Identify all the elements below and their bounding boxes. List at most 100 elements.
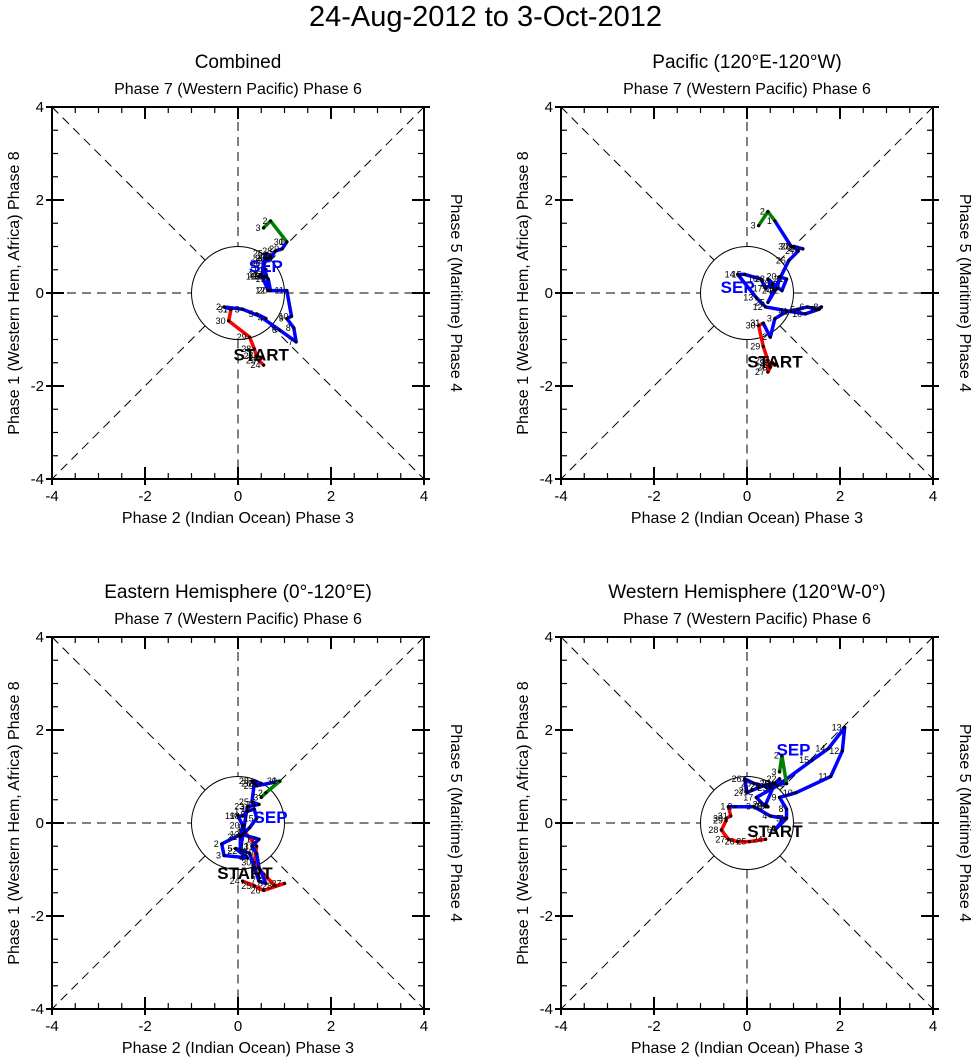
day-label: 28 [739,785,749,795]
day-label: 17 [248,269,258,279]
data-point [257,358,261,363]
data-point [819,305,824,309]
data-point [268,289,273,293]
y-tick-label: -2 [31,908,44,925]
day-label: 28 [239,776,249,786]
y-tick-label: -4 [31,1001,44,1018]
day-label: 25 [239,797,249,807]
day-label: 1 [767,216,772,226]
day-label: 10 [783,788,793,798]
data-point [815,307,819,311]
day-label: 10 [278,311,288,321]
y-tick-label: -2 [31,378,44,395]
day-label: 29 [237,332,247,342]
x-tick-label: -2 [647,488,660,505]
data-point [773,363,777,367]
unit-circle [191,246,285,340]
day-label: 23 [255,253,265,263]
day-label: 24 [750,781,760,791]
day-label: 3 [256,223,261,233]
data-point [764,805,768,809]
day-label: 20 [258,286,268,296]
data-point [245,809,249,813]
data-point [261,226,266,230]
day-label: 16 [246,272,256,282]
day-label: 27 [248,778,258,788]
data-point [729,814,733,818]
right-axis-label: Phase 5 (Maritime) Phase 4 [447,194,464,392]
top-axis-label: Phase 7 (Western Pacific) Phase 6 [623,81,871,98]
day-label: 8 [779,804,784,814]
data-point [777,795,782,800]
day-label: 2 [760,207,765,217]
x-tick-label: -2 [138,488,151,505]
data-point [259,781,263,786]
data-point [268,256,273,260]
day-label: 26 [725,837,735,847]
day-label: 24 [762,360,772,370]
x-tick-label: 2 [836,1018,844,1035]
annotation-sep: SEP [254,808,288,827]
y-tick-label: 4 [545,629,553,646]
day-label: 21 [251,260,261,270]
day-label: 29 [713,816,723,826]
phase-boundary-line [560,325,715,480]
data-point [255,354,259,358]
data-point [285,316,289,321]
data-point [257,865,261,869]
day-label: 6 [767,825,772,835]
day-label: 1 [755,318,760,328]
phase-boundary-line [779,106,934,261]
data-point [268,219,273,223]
phase-boundary-line [779,325,934,480]
data-point [252,781,256,786]
day-label: 24 [258,251,268,261]
bottom-axis-label: Phase 2 (Indian Ocean) Phase 3 [122,1040,354,1057]
day-label: 7 [251,876,256,886]
data-point [245,805,249,809]
day-label: 26 [776,255,786,265]
y-tick-label: 4 [545,99,553,116]
day-label: 16 [764,781,774,791]
day-label: 8 [286,323,291,333]
data-point [796,249,800,253]
day-label: 19 [225,811,235,821]
y-tick-label: 4 [36,629,44,646]
day-label: 3 [746,802,751,812]
plot-title: Western Hemisphere (120°W-0°) [608,582,885,603]
day-label: 30 [241,858,251,868]
plot-title: Pacific (120°E-120°W) [652,52,841,73]
data-point [250,779,254,783]
data-point [759,277,763,281]
data-point [784,816,789,820]
data-point [743,272,747,276]
day-label: 11 [818,772,827,782]
phase-boundary-line [270,325,425,480]
data-point [261,275,266,279]
day-label: 30 [274,237,284,247]
day-label: 19 [755,802,765,812]
day-label: 2 [216,302,221,312]
annotation-sep: SEP [776,741,810,760]
day-label: 3 [216,851,221,861]
y-tick-label: -4 [540,1001,553,1018]
data-point [773,781,777,786]
x-tick-label: 4 [929,488,937,505]
day-label: 27 [258,253,268,263]
day-label: 27 [715,834,725,844]
day-label: 11 [240,841,249,851]
y-tick-label: 2 [545,722,553,739]
phase-boundary-line [51,106,206,261]
day-label: 23 [757,783,767,793]
annotation-sep: SEP [249,257,283,276]
data-point [817,307,821,311]
data-point [241,879,245,883]
day-label: 5 [790,304,795,314]
data-point [843,726,847,730]
day-label: 3 [767,314,772,324]
day-label: 28 [755,355,765,365]
day-label: 8 [258,878,263,888]
day-label: 1 [223,304,228,314]
data-point [764,802,768,807]
data-point [766,210,770,214]
